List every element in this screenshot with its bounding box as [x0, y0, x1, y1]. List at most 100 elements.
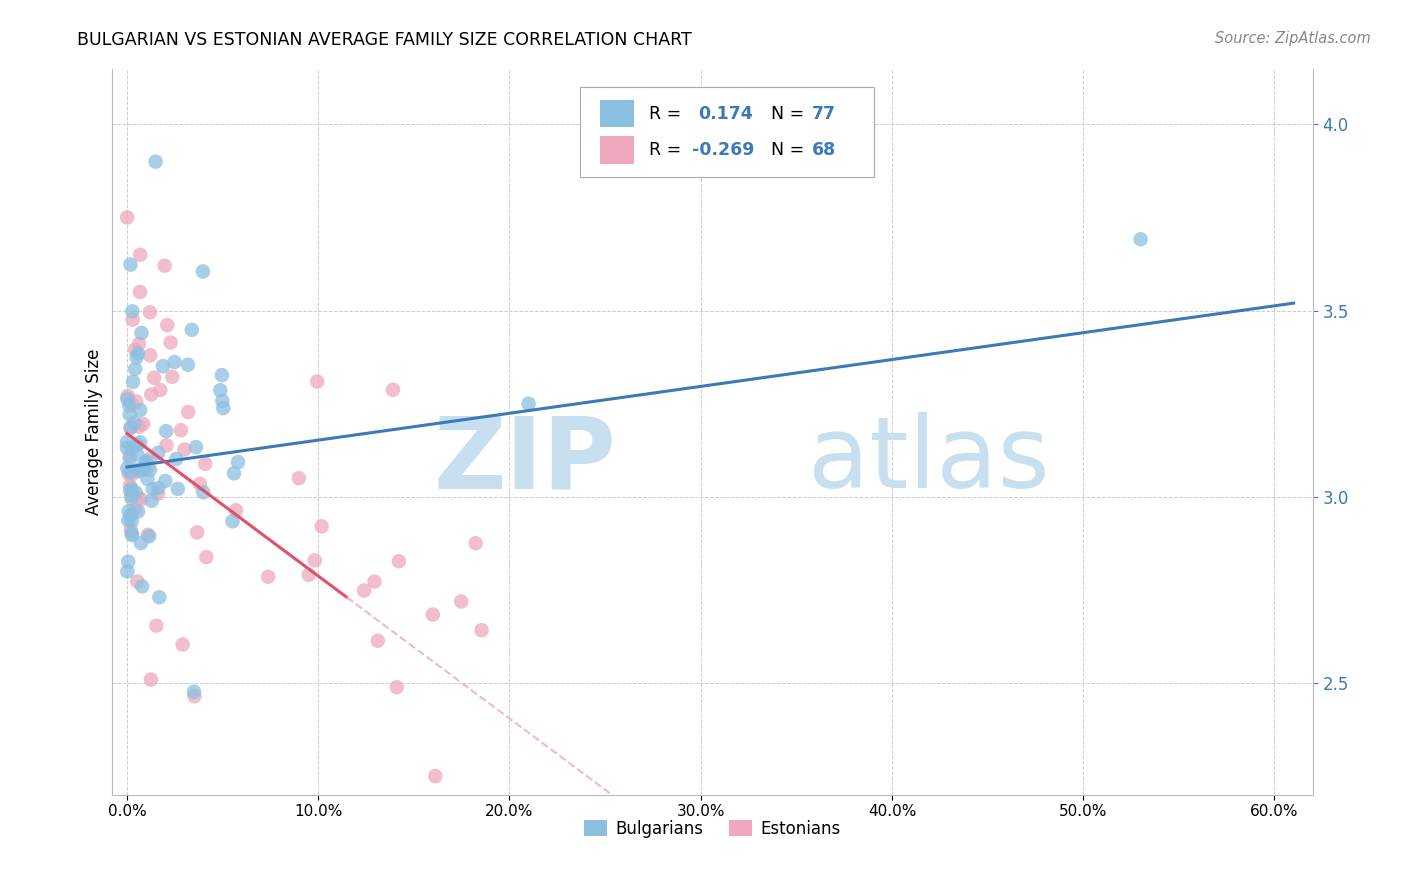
Point [136, 460, 159, 475]
Point [121, 526, 143, 541]
Point [128, 337, 150, 351]
Point [131, 462, 153, 476]
Point [450, 594, 472, 608]
Point [121, 514, 143, 528]
Point [118, 399, 141, 413]
Point [118, 449, 141, 463]
Text: ZIP: ZIP [433, 412, 616, 509]
Point [134, 456, 156, 470]
Point [166, 482, 188, 496]
Point [129, 462, 152, 476]
Point [139, 305, 162, 319]
Point [117, 565, 139, 579]
Point [353, 583, 375, 598]
Point [117, 389, 139, 403]
Point [132, 417, 155, 431]
Point [121, 489, 143, 503]
Point [211, 368, 233, 383]
Point [146, 486, 169, 500]
Point [135, 454, 157, 468]
Text: 0.174: 0.174 [697, 104, 752, 122]
Text: 77: 77 [811, 104, 837, 122]
Point [131, 463, 153, 477]
Point [148, 446, 170, 460]
Point [124, 343, 146, 357]
Text: atlas: atlas [808, 412, 1050, 509]
Point [191, 264, 214, 278]
Point [141, 387, 163, 401]
Point [177, 405, 200, 419]
Point [124, 502, 146, 516]
Point [425, 769, 447, 783]
Point [363, 574, 385, 589]
Point [139, 673, 162, 687]
Point [1129, 232, 1152, 246]
Point [186, 525, 208, 540]
Legend: Bulgarians, Estonians: Bulgarians, Estonians [578, 814, 848, 845]
Point [129, 435, 152, 450]
Point [117, 513, 139, 527]
Point [121, 488, 143, 502]
Point [121, 441, 143, 455]
Point [128, 419, 150, 434]
Point [127, 438, 149, 452]
Point [117, 392, 139, 406]
Point [156, 318, 179, 333]
Y-axis label: Average Family Size: Average Family Size [86, 349, 103, 515]
Point [127, 346, 149, 360]
Text: Source: ZipAtlas.com: Source: ZipAtlas.com [1215, 31, 1371, 46]
Point [155, 438, 177, 452]
Point [120, 508, 142, 523]
Point [129, 536, 152, 550]
Text: R =: R = [648, 104, 692, 122]
Point [180, 323, 202, 337]
Point [177, 358, 200, 372]
Point [115, 211, 138, 225]
Point [222, 467, 245, 481]
Point [211, 393, 233, 408]
Point [163, 355, 186, 369]
Point [129, 403, 152, 417]
Point [129, 248, 152, 262]
Point [143, 370, 166, 384]
Point [118, 478, 141, 492]
Text: BULGARIAN VS ESTONIAN AVERAGE FAMILY SIZE CORRELATION CHART: BULGARIAN VS ESTONIAN AVERAGE FAMILY SIZ… [77, 31, 692, 49]
Point [118, 408, 141, 422]
Point [257, 570, 280, 584]
Point [120, 491, 142, 506]
Point [136, 527, 159, 541]
Point [120, 420, 142, 434]
Point [148, 591, 170, 605]
Point [117, 461, 139, 475]
Point [160, 369, 183, 384]
Point [188, 476, 211, 491]
Point [120, 395, 142, 409]
Point [138, 529, 160, 543]
Point [148, 481, 170, 495]
Point [121, 312, 143, 326]
Point [125, 394, 148, 409]
Bar [600, 100, 634, 128]
Point [120, 466, 142, 480]
Point [117, 555, 139, 569]
Point [153, 259, 176, 273]
Point [165, 452, 187, 467]
Point [125, 351, 148, 365]
Point [145, 618, 167, 632]
Point [307, 375, 329, 389]
Point [121, 528, 143, 542]
Point [131, 579, 153, 593]
Point [145, 154, 167, 169]
Point [149, 383, 172, 397]
Point [195, 549, 218, 564]
Point [139, 348, 162, 362]
Point [121, 467, 143, 481]
Point [311, 519, 333, 533]
Point [136, 472, 159, 486]
Point [120, 421, 142, 435]
Point [385, 680, 408, 694]
Point [173, 442, 195, 457]
Point [127, 574, 149, 589]
Text: -0.269: -0.269 [692, 141, 754, 159]
Point [139, 463, 162, 477]
